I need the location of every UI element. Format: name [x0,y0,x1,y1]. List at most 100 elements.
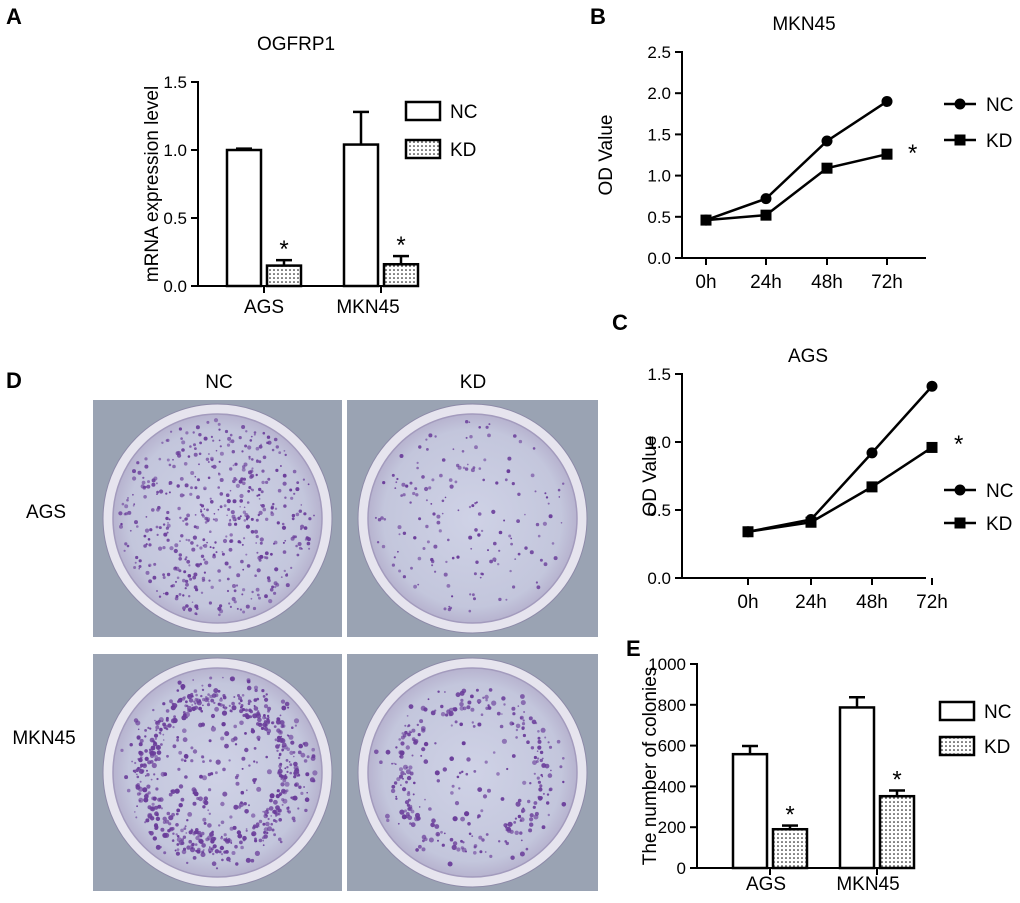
plate-well [367,667,578,878]
legend-marker [954,134,966,146]
plate-well [367,413,578,624]
y-tick-label: 1.0 [647,433,671,452]
x-tick-label: MKN45 [836,874,899,895]
series-line [747,385,933,533]
photo-row-label-mkn45: MKN45 [12,728,75,749]
x-tick-label: 48h [856,592,888,613]
photo-row-label-ags: AGS [26,502,66,523]
data-point [760,209,772,221]
y-tick-label: 0 [677,859,686,878]
y-tick-label: 200 [658,818,686,837]
data-point [926,380,938,392]
plate-ags-nc [93,400,342,637]
y-tick-label: 600 [658,737,686,756]
legend-marker [954,517,966,529]
data-point [881,95,893,107]
y-tick-label: 800 [658,696,686,715]
y-tick-label: 0.5 [647,208,671,227]
x-tick-label: AGS [244,297,284,318]
data-point [821,162,833,174]
photo-col-label-nc: NC [205,372,232,393]
panel-letter-a: A [6,4,22,29]
y-tick-label: 0.5 [163,209,187,228]
y-tick-label: 1.5 [647,365,671,384]
x-tick-label: 24h [750,272,782,293]
legend-label: KD [986,514,1012,535]
legend-label: NC [986,481,1013,502]
x-tick-label: 72h [871,272,903,293]
data-point [821,135,833,147]
y-tick-label: 0.0 [163,277,187,296]
bar [225,148,263,288]
data-point [700,214,712,226]
significance-star: * [396,232,405,259]
legend-label: NC [450,102,477,123]
chart-title: MKN45 [772,14,835,35]
data-point [742,526,754,538]
data-point [881,148,893,160]
data-point [805,516,817,528]
y-tick-label: 0.0 [647,249,671,268]
legend-label: KD [986,131,1012,152]
legend-label: NC [984,702,1011,723]
colony-dots [118,418,315,617]
x-tick-label: 0h [737,592,758,613]
colony-photo-panel: NC KD AGS MKN45 [12,372,598,891]
significance-star: * [954,431,963,458]
legend-swatch [404,100,442,122]
bar [838,706,876,870]
panel-letter-e: E [626,636,641,661]
legend-marker [954,98,966,110]
legend-label: KD [450,140,476,161]
x-tick-label: 24h [795,592,827,613]
significance-star: * [892,766,901,793]
y-tick-label: 0.0 [647,569,671,588]
series-line [705,152,888,222]
legend-label: NC [986,95,1013,116]
bar [342,143,380,288]
y-tick-label: 2.5 [647,43,671,62]
x-tick-label: 72h [916,592,948,613]
data-point [866,481,878,493]
bar [878,794,916,870]
chart-panel-b: 0.0 0.5 1.0 1.5 2.0 2.5 MKN45 OD Value 0h 24h 48h 7… [596,14,1013,293]
bar [771,827,809,870]
y-axis-label: OD Value [596,115,617,196]
legend-marker [954,484,966,496]
colony-dots [374,688,567,867]
y-tick-label: 0.5 [647,501,671,520]
y-axis-label: mRNA expression level [142,86,163,282]
plate-mkn45-nc [93,654,342,891]
chart-panel-c: 0.0 0.5 1.0 1.5 AGS OD Value 0h 24h 48h 72h * NC KD [640,346,1013,613]
y-axis-label: OD Value [640,436,661,517]
y-tick-label: 1.5 [647,125,671,144]
x-tick-label: 48h [811,272,843,293]
legend-swatch [938,700,976,722]
legend-swatch [404,138,442,160]
significance-star: * [908,140,917,167]
colony-dots [374,420,565,613]
y-tick-label: 1000 [648,655,686,674]
chart-title: AGS [788,346,828,367]
x-tick-label: 0h [695,272,716,293]
data-point [926,441,938,453]
series-line [747,446,933,533]
colony-dots [120,676,318,870]
bar [265,264,303,288]
y-tick-label: 400 [658,777,686,796]
panel-letter-c: C [612,310,628,335]
photo-col-label-kd: KD [460,372,486,393]
plate-ags-kd [347,400,598,637]
series-line [705,100,888,222]
bar [731,752,769,870]
legend-swatch [938,735,976,757]
data-point [760,193,772,205]
panel-letter-b: B [590,4,606,29]
significance-star: * [785,802,794,829]
x-tick-label: AGS [746,874,786,895]
plate-well [112,413,323,624]
data-point [866,447,878,459]
significance-star: * [279,236,288,263]
